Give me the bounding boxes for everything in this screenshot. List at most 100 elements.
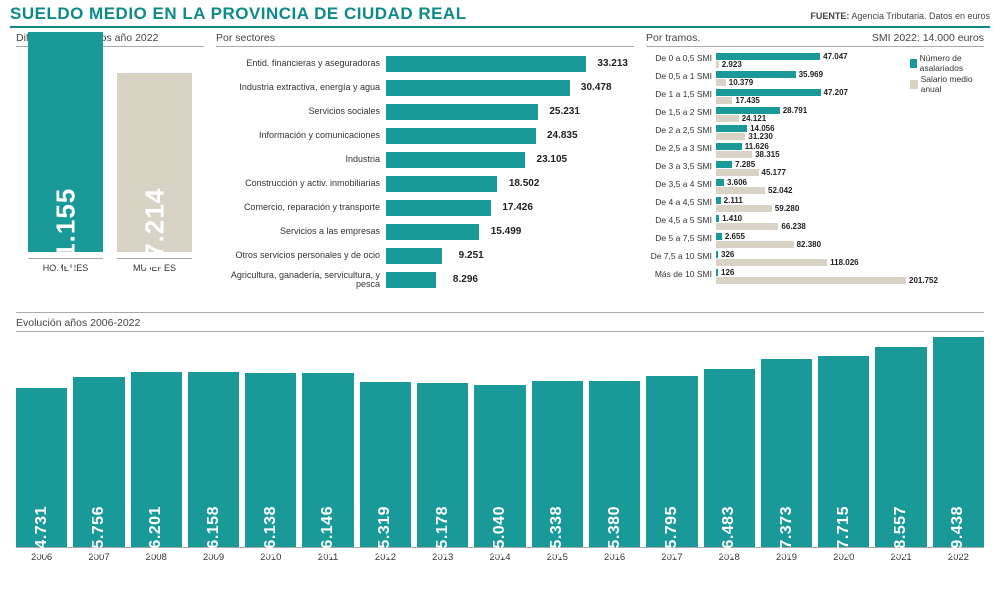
evolution-bar-col: 19.438: [933, 337, 984, 547]
sector-bar: 30.478: [386, 80, 570, 96]
evolution-bar: 16.158: [188, 372, 239, 547]
tramo-label: De 1 a 1,5 SMI: [646, 89, 716, 99]
tramo-count-bar: 2.655: [716, 233, 722, 240]
tramo-row: De 3,5 a 4 SMI3.60652.042: [646, 179, 906, 197]
evolution-bar-value: 17.373: [778, 506, 796, 558]
evolution-bar-col: 17.373: [761, 359, 812, 547]
tramo-row: De 0 a 0,5 SMI47.0472.923: [646, 53, 906, 71]
tramo-row: De 3 a 3,5 SMI7.28545.177: [646, 161, 906, 179]
tramo-row: De 5 a 7,5 SMI2.65582.380: [646, 233, 906, 251]
tramo-header: Por tramos. SMI 2022: 14.000 euros: [646, 32, 984, 47]
evolution-bar-col: 16.138: [245, 373, 296, 547]
legend-swatch: [910, 80, 918, 89]
tramo-count-value: 2.111: [724, 196, 743, 205]
evolution-bar: 16.146: [302, 373, 353, 547]
sector-label: Otros servicios personales y de ocio: [216, 251, 386, 260]
tramo-count-bar: 47.207: [716, 89, 821, 96]
tramo-salary-bar: 66.238: [716, 223, 778, 230]
sector-header: Por sectores: [216, 32, 634, 47]
sector-value: 8.296: [453, 272, 478, 288]
sector-track: 24.835: [386, 128, 634, 144]
sex-bar-col: 21.155HOMBRES: [28, 32, 103, 273]
sector-row: Otros servicios personales y de ocio9.25…: [216, 245, 634, 267]
tramo-count-bar: 126: [716, 269, 718, 276]
tramo-bars: 2.65582.380: [716, 233, 906, 251]
tramo-salary-value: 82.380: [797, 240, 821, 249]
tramo-row: De 1 a 1,5 SMI47.20717.435: [646, 89, 906, 107]
sector-row: Comercio, reparación y transporte17.426: [216, 197, 634, 219]
tramo-salary-value: 2.923: [722, 60, 742, 69]
evolution-bar: 15.178: [417, 383, 468, 547]
tramo-salary-value: 17.435: [735, 96, 759, 105]
sector-label: Construcción y activ. inmobiliarias: [216, 179, 386, 188]
sector-track: 33.213: [386, 56, 634, 72]
tramo-count-bar: 2.111: [716, 197, 721, 204]
source: FUENTE: Agencia Tributaria. Datos en eur…: [810, 11, 990, 21]
tramo-label: Más de 10 SMI: [646, 269, 716, 279]
sector-track: 23.105: [386, 152, 634, 168]
tramo-bars: 1.41066.238: [716, 215, 906, 233]
tramo-salary-value: 24.121: [742, 114, 766, 123]
sector-value: 18.502: [509, 176, 540, 192]
sector-row: Información y comunicaciones 24.835: [216, 125, 634, 147]
tramo-salary-bar: 82.380: [716, 241, 794, 248]
tramo-row: De 2 a 2,5 SMI14.05631.230: [646, 125, 906, 143]
tramo-count-bar: 47.047: [716, 53, 820, 60]
evolution-bar-value: 16.201: [147, 506, 165, 558]
sector-track: 18.502: [386, 176, 634, 192]
tramo-label: De 2,5 a 3 SMI: [646, 143, 716, 153]
sector-label: Información y comunicaciones: [216, 131, 386, 140]
tramo-label: De 4 a 4,5 SMI: [646, 197, 716, 207]
sector-bar: 15.499: [386, 224, 479, 240]
tramo-salary-bar: 201.752: [716, 277, 906, 284]
evolution-bar-value: 15.178: [434, 506, 452, 558]
evolution-bar-col: 15.756: [73, 377, 124, 547]
tramo-rows: De 0 a 0,5 SMI47.0472.923De 0,5 a 1 SMI3…: [646, 53, 906, 287]
evolution-bar: 17.715: [818, 356, 869, 547]
tramo-panel: Por tramos. SMI 2022: 14.000 euros De 0 …: [640, 32, 990, 312]
evolution-bar-value: 16.158: [205, 506, 223, 558]
tramo-row: De 7,5 a 10 SMI326118.026: [646, 251, 906, 269]
sector-value: 24.835: [547, 128, 578, 144]
evolution-bar: 15.795: [646, 376, 697, 547]
tramo-count-value: 7.285: [735, 160, 755, 169]
sex-bar-value: 17.214: [139, 188, 170, 274]
evolution-bar-value: 15.040: [491, 506, 509, 558]
tramo-label: De 1,5 a 2 SMI: [646, 107, 716, 117]
top-grid: Diferencia por sexos año 2022 21.155HOMB…: [10, 32, 990, 312]
tramo-count-bar: 1.410: [716, 215, 719, 222]
sector-value: 15.499: [491, 224, 522, 240]
tramo-salary-value: 59.280: [775, 204, 799, 213]
evolution-bar-value: 18.557: [892, 506, 910, 558]
evolution-bar: 15.756: [73, 377, 124, 547]
evolution-bar: 19.438: [933, 337, 984, 547]
evolution-bar: 15.319: [360, 382, 411, 548]
sector-label: Comercio, reparación y transporte: [216, 203, 386, 212]
tramo-row: De 4,5 a 5 SMI1.41066.238: [646, 215, 906, 233]
evolution-bar-col: 15.040: [474, 385, 525, 547]
tramo-count-value: 126: [721, 268, 734, 277]
evolution-bar-value: 16.138: [262, 506, 280, 558]
evolution-bar-col: 17.715: [818, 356, 869, 547]
sex-bars: 21.155HOMBRES17.214MUJERES: [16, 53, 204, 273]
tramo-salary-value: 201.752: [909, 276, 938, 285]
tramo-count-bar: 3.606: [716, 179, 724, 186]
tramo-row: De 4 a 4,5 SMI2.11159.280: [646, 197, 906, 215]
evolution-bar-value: 15.319: [376, 506, 394, 558]
tramo-count-value: 1.410: [722, 214, 742, 223]
sector-label: Servicios a las empresas: [216, 227, 386, 236]
evolution-bar: 15.040: [474, 385, 525, 547]
main-title: SUELDO MEDIO EN LA PROVINCIA DE CIUDAD R…: [10, 4, 467, 24]
sector-track: 30.478: [386, 80, 634, 96]
evolution-bar: 15.380: [589, 381, 640, 547]
source-label: FUENTE:: [810, 11, 849, 21]
sector-label: Agricultura, ganadería, servicultura, y …: [216, 271, 386, 290]
sector-row: Construcción y activ. inmobiliarias 18.50…: [216, 173, 634, 195]
evolution-bar: 17.373: [761, 359, 812, 547]
tramo-salary-bar: 10.379: [716, 79, 726, 86]
sector-label: Servicios sociales: [216, 107, 386, 116]
evolution-bar: 14.731: [16, 388, 67, 547]
tramo-label: De 7,5 a 10 SMI: [646, 251, 716, 261]
sector-row: Servicios a las empresas15.499: [216, 221, 634, 243]
sex-bar-value: 21.155: [50, 188, 81, 274]
